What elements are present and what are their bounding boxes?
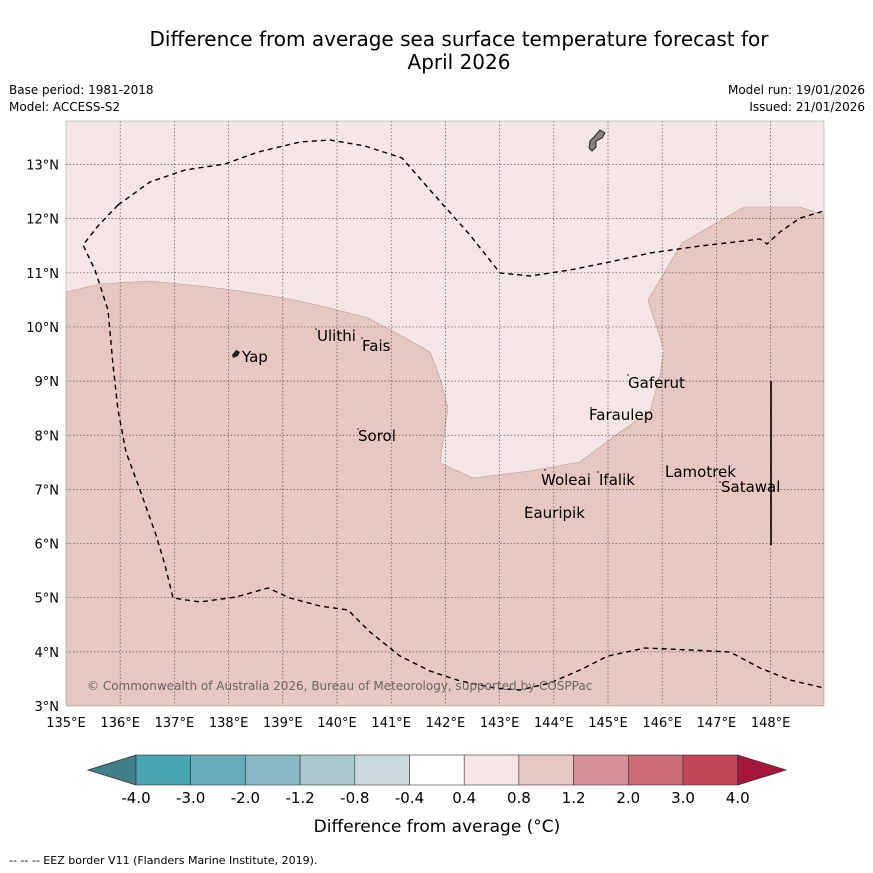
colorbar-tick-label: 1.2 bbox=[562, 789, 586, 807]
place-ulithi: Ulithi bbox=[317, 327, 356, 345]
lon-label: 136°E bbox=[100, 716, 140, 731]
colorbar-swatch bbox=[463, 754, 520, 786]
lat-label: 7°N bbox=[35, 483, 60, 498]
colorbar-ticks: -4.0 -3.0 -2.0 -1.2 -0.8 -0.4 0.4 0.8 1.2 2.0 3.0 4… bbox=[121, 789, 749, 807]
lat-label: 11°N bbox=[26, 267, 59, 282]
lat-label: 8°N bbox=[35, 429, 60, 444]
place-lamotrek: Lamotrek bbox=[665, 463, 736, 481]
eez-border bbox=[82, 139, 824, 691]
longitude-labels: 135°E 136°E 137°E 138°E 139°E 140°E 141°E 142°E… bbox=[46, 716, 790, 731]
colorbar-swatch bbox=[245, 754, 301, 786]
lat-label: 10°N bbox=[26, 321, 59, 336]
colorbar-tick-label: -0.8 bbox=[340, 789, 369, 807]
colorbar-tick-label: -2.0 bbox=[231, 789, 260, 807]
chart-title: Difference from average sea surface temp… bbox=[0, 28, 873, 74]
lon-label: 147°E bbox=[697, 716, 737, 731]
legend-footer: -- -- -- EEZ border V11 (Flanders Marine… bbox=[9, 854, 318, 867]
place-woleai: Woleai bbox=[541, 471, 591, 489]
colorbar-extend-low bbox=[86, 754, 137, 786]
lat-label: 4°N bbox=[35, 646, 60, 661]
place-ifalik: Ifalik bbox=[599, 471, 635, 489]
colorbar-tick-label: -4.0 bbox=[121, 789, 150, 807]
lat-label: 6°N bbox=[35, 538, 60, 553]
lon-label: 145°E bbox=[588, 716, 628, 731]
lon-label: 144°E bbox=[534, 716, 574, 731]
colorbar-tick-label: 4.0 bbox=[726, 789, 750, 807]
lon-label: 143°E bbox=[480, 716, 520, 731]
colorbar-swatch bbox=[299, 754, 356, 786]
title-line-2: April 2026 bbox=[407, 50, 511, 74]
colorbar-tick-label: -0.4 bbox=[395, 789, 424, 807]
lat-label: 13°N bbox=[26, 159, 59, 174]
colorbar-tick-label: 3.0 bbox=[671, 789, 695, 807]
lat-label: 9°N bbox=[35, 375, 60, 390]
colorbar-swatch bbox=[627, 754, 684, 786]
colorbar bbox=[86, 754, 788, 786]
yap-island bbox=[232, 350, 240, 358]
colorbar-tick-label: 2.0 bbox=[616, 789, 640, 807]
place-yap: Yap bbox=[241, 348, 268, 366]
place-gaferut: Gaferut bbox=[628, 374, 685, 392]
guam-island bbox=[588, 129, 606, 152]
place-sorol: Sorol bbox=[358, 427, 396, 445]
lat-label: 12°N bbox=[26, 213, 59, 228]
colorbar-swatch bbox=[518, 754, 574, 786]
lon-label: 138°E bbox=[209, 716, 249, 731]
colorbar-swatch bbox=[190, 754, 246, 786]
colorbar-tick-label: 0.4 bbox=[452, 789, 476, 807]
place-labels: Yap Ulithi Fais Gaferut Faraulep Sorol W… bbox=[241, 327, 780, 522]
copyright-notice: © Commonwealth of Australia 2026, Bureau… bbox=[87, 679, 592, 693]
colorbar-swatch bbox=[682, 754, 739, 786]
title-line-1: Difference from average sea surface temp… bbox=[149, 27, 769, 51]
place-eauripik: Eauripik bbox=[524, 504, 585, 522]
colorbar-tick-label: -1.2 bbox=[285, 789, 314, 807]
colorbar-tick-label: 0.8 bbox=[507, 789, 531, 807]
colorbar-swatch bbox=[573, 754, 629, 786]
lon-label: 142°E bbox=[426, 716, 466, 731]
anomaly-band-0.8-1.2 bbox=[66, 206, 824, 706]
place-faraulep: Faraulep bbox=[589, 406, 653, 424]
place-fais: Fais bbox=[362, 337, 391, 355]
colorbar-swatch bbox=[135, 754, 192, 786]
lon-label: 141°E bbox=[371, 716, 411, 731]
model-name: Model: ACCESS-S2 bbox=[9, 100, 121, 114]
lat-label: 5°N bbox=[35, 592, 60, 607]
colorbar-swatch bbox=[409, 754, 465, 786]
colorbar-extend-high bbox=[737, 754, 788, 786]
atoll-markers bbox=[315, 328, 721, 508]
colorbar-tick-label: -3.0 bbox=[176, 789, 205, 807]
lat-label: 3°N bbox=[35, 700, 60, 715]
issued-date: Issued: 21/01/2026 bbox=[749, 100, 865, 114]
base-period: Base period: 1981-2018 bbox=[9, 83, 154, 97]
lon-label: 146°E bbox=[642, 716, 682, 731]
lon-label: 140°E bbox=[317, 716, 357, 731]
lon-label: 135°E bbox=[46, 716, 86, 731]
colorbar-swatch bbox=[354, 754, 410, 786]
place-satawal: Satawal bbox=[721, 478, 780, 496]
lon-label: 139°E bbox=[263, 716, 303, 731]
lon-label: 148°E bbox=[751, 716, 791, 731]
model-run: Model run: 19/01/2026 bbox=[727, 83, 865, 97]
colorbar-label: Difference from average (°C) bbox=[314, 817, 561, 837]
lon-label: 137°E bbox=[155, 716, 195, 731]
latitude-labels: 13°N 12°N 11°N 10°N 9°N 8°N 7°N 6°N 5°N 4°N 3°N bbox=[26, 159, 59, 716]
